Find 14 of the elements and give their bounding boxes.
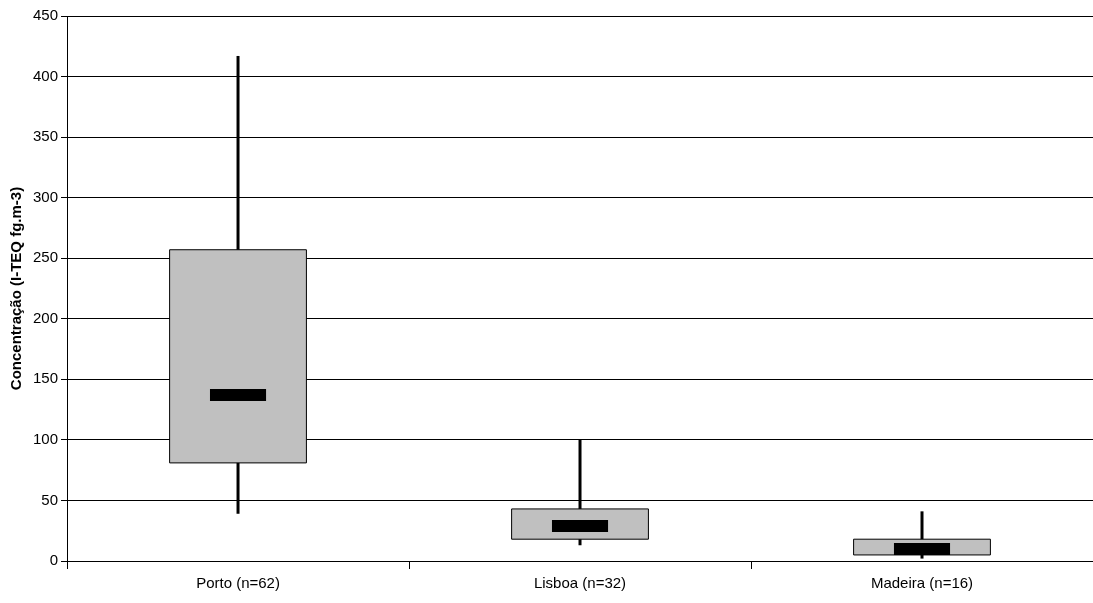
y-tick-label: 0 [49, 551, 59, 569]
x-tick-label: Porto (n=62) [196, 574, 280, 592]
y-tick-label: 450 [33, 6, 59, 24]
y-tick-label: 150 [33, 369, 59, 387]
y-axis-title: Concentração (I-TEQ fg.m-3) [7, 186, 25, 391]
x-tick-label: Lisboa (n=32) [533, 574, 627, 592]
x-tick-label: Madeira (n=16) [870, 574, 974, 592]
y-tick-label: 100 [33, 430, 59, 448]
y-tick-label: 300 [33, 187, 59, 205]
y-tick-label: 50 [41, 490, 59, 508]
y-tick-label: 200 [33, 308, 59, 326]
y-tick-label: 400 [33, 66, 59, 84]
y-tick-label: 350 [33, 127, 59, 145]
y-tick-label: 250 [33, 248, 59, 266]
